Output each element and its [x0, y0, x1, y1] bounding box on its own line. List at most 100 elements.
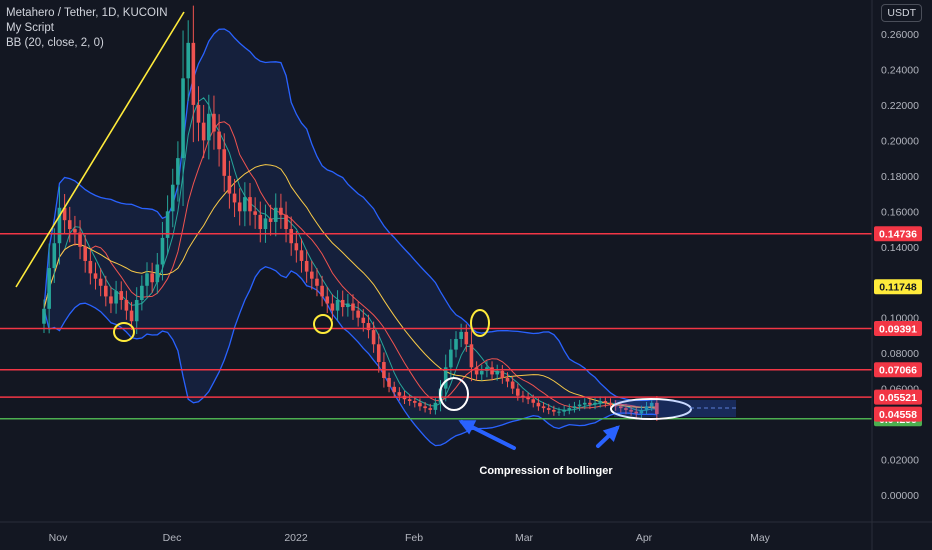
candle-body	[500, 370, 505, 378]
candle-body	[629, 409, 633, 412]
candle-body	[413, 401, 417, 403]
candle-body	[140, 285, 144, 300]
candle-body	[279, 207, 283, 215]
x-tick-label: May	[750, 532, 771, 544]
candle-body	[248, 197, 252, 212]
candle-body	[243, 197, 247, 212]
candle-body	[433, 402, 438, 410]
candle-body	[222, 149, 227, 176]
horizontal-levels-layer	[0, 232, 872, 420]
candle-body	[335, 299, 340, 311]
trend-line	[15, 11, 185, 288]
candle-body	[104, 285, 108, 297]
y-tick-label: 0.00000	[881, 490, 919, 502]
candle-body	[217, 131, 221, 150]
candle-body	[150, 273, 154, 283]
y-tick-label: 0.16000	[881, 206, 919, 218]
candle-body	[505, 377, 510, 382]
candle-body	[191, 42, 196, 105]
legend-symbol: Metahero / Tether, 1D, KUCOIN	[6, 7, 168, 19]
level-price-tag: 0.07066	[879, 365, 917, 377]
bollinger-layer	[0, 0, 872, 522]
candle-body	[361, 317, 366, 324]
candle-body	[129, 310, 134, 322]
candle-body	[376, 344, 381, 363]
candle-body	[608, 402, 613, 405]
candle-body	[88, 260, 93, 274]
level-price-tag: 0.14736	[879, 229, 917, 241]
candle-body	[479, 370, 484, 375]
candle-body	[52, 243, 57, 269]
ma-mid-line	[43, 121, 658, 410]
candle-body	[356, 310, 360, 318]
candle-body	[83, 246, 87, 261]
bollinger-fill	[44, 29, 657, 446]
candle-body	[526, 397, 530, 400]
candle-body	[47, 268, 51, 309]
candle-body	[325, 296, 330, 304]
candle-body	[572, 406, 577, 409]
candle-body	[598, 401, 602, 403]
x-tick-label: Nov	[49, 532, 68, 544]
candle-body	[340, 299, 345, 308]
candle-body	[57, 207, 62, 244]
candle-body	[273, 207, 278, 222]
plot-area	[0, 0, 872, 522]
candle-body	[170, 184, 175, 212]
candle-body	[62, 207, 67, 221]
candle-body	[644, 406, 649, 410]
compression-circle	[439, 377, 469, 411]
candle-body	[227, 175, 232, 194]
currency-badge[interactable]: USDT	[881, 4, 922, 22]
candle-body	[315, 278, 319, 286]
candle-body	[536, 402, 541, 407]
moving-average-layer	[43, 97, 658, 412]
price-tag-bg	[874, 279, 922, 295]
candle-body	[98, 278, 103, 286]
candle-body	[73, 229, 77, 233]
candle-body	[541, 406, 546, 409]
x-tick-label: Apr	[636, 532, 653, 544]
y-tick-label: 0.18000	[881, 171, 919, 183]
candle-body	[212, 113, 216, 132]
candle-body	[186, 42, 190, 79]
candle-body	[603, 401, 608, 403]
price-tag: 0.04558	[879, 409, 917, 421]
candle-body	[155, 264, 160, 283]
candle-body	[310, 271, 314, 279]
arrow-head	[458, 420, 477, 435]
candle-body	[495, 370, 499, 375]
candle-body	[490, 367, 494, 375]
candle-body	[160, 237, 165, 265]
candlestick-layer	[42, 5, 659, 421]
candle-body	[546, 408, 551, 410]
candle-body	[330, 303, 335, 311]
candle-body	[655, 402, 659, 415]
y-tick-label: 0.02000	[881, 455, 919, 467]
candle-body	[510, 381, 515, 389]
legend-bollinger: BB (20, close, 2, 0)	[6, 37, 104, 49]
y-tick-label: 0.24000	[881, 64, 919, 76]
highlight-circle	[313, 314, 333, 334]
candle-body	[237, 202, 242, 212]
bollinger-upper-band	[43, 28, 657, 402]
candle-body	[134, 299, 139, 322]
candle-body	[443, 367, 448, 389]
candle-body	[284, 214, 288, 230]
candle-body	[634, 411, 639, 414]
candle-body	[449, 349, 453, 368]
candle-body	[407, 399, 412, 402]
candle-body	[624, 408, 628, 410]
candle-body	[366, 323, 371, 331]
candle-body	[639, 409, 644, 414]
candle-body	[418, 402, 422, 407]
candle-body	[268, 218, 273, 222]
price-tag-bg	[874, 406, 922, 422]
candle-body	[454, 338, 458, 350]
candle-body	[387, 377, 391, 387]
highlight-circle	[470, 309, 490, 337]
drawings-layer: Compression of bollinger	[15, 11, 736, 477]
candle-body	[423, 406, 427, 409]
